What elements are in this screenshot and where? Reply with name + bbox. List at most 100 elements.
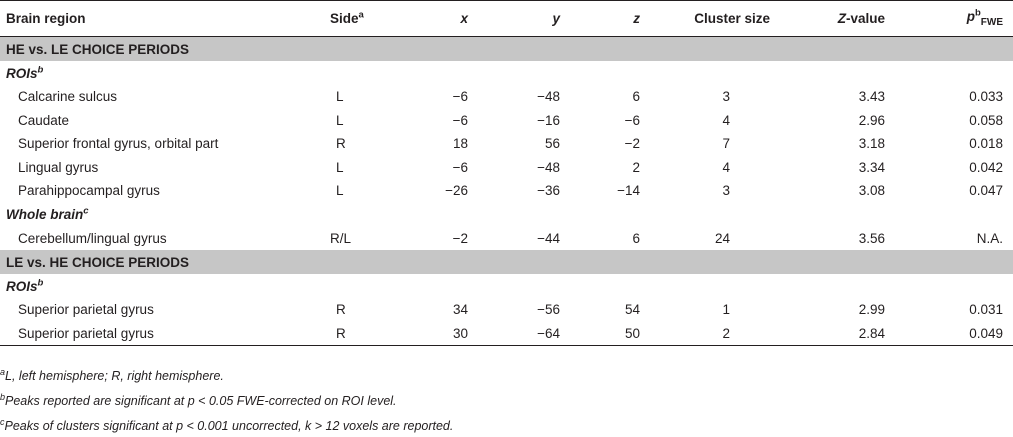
cell-p-fwe: 0.018 xyxy=(969,136,1003,152)
section-title: LE vs. HE CHOICE PERIODS xyxy=(0,250,1013,274)
cell-p-fwe: 0.042 xyxy=(969,159,1003,175)
cell-side: L xyxy=(336,112,344,128)
header-region: Brain region xyxy=(0,0,330,37)
cell-z-value: 3.43 xyxy=(858,89,885,105)
results-table: Brain region Sidea x y z Cluster size Z-… xyxy=(0,0,1013,346)
header-y: y xyxy=(480,0,580,37)
header-x: x xyxy=(390,0,480,37)
group-header-row: ROIsb xyxy=(0,61,1013,85)
cell-cluster-size: 7 xyxy=(722,136,730,152)
cell-z: −2 xyxy=(624,136,640,152)
group-label-text: Whole brain xyxy=(6,207,84,222)
header-cluster-size: Cluster size xyxy=(670,0,780,37)
group-label: ROIsb xyxy=(0,274,1013,298)
group-label: Whole brainc xyxy=(0,203,1013,227)
cell-region: Parahippocampal gyrus xyxy=(18,183,160,199)
cell-y: −48 xyxy=(537,89,560,105)
cell-cluster-size: 1 xyxy=(722,302,730,318)
table-row: Calcarine sulcus L −6 −48 6 3 3.43 0.033 xyxy=(0,85,1013,109)
cell-cluster-size: 4 xyxy=(722,112,730,128)
group-label: ROIsb xyxy=(0,61,1013,85)
footnote-a: aL, left hemisphere; R, right hemisphere… xyxy=(0,367,224,384)
footnotes: aL, left hemisphere; R, right hemisphere… xyxy=(0,362,453,437)
cell-cluster-size: 3 xyxy=(722,89,730,105)
cell-y: 56 xyxy=(544,136,560,152)
group-label-text: ROIs xyxy=(6,65,38,81)
cell-cluster-size: 3 xyxy=(722,183,730,199)
cell-y: −48 xyxy=(537,159,560,175)
cell-region: Lingual gyrus xyxy=(18,159,99,175)
footnote-c: cPeaks of clusters significant at p < 0.… xyxy=(0,417,454,434)
cell-x: 34 xyxy=(452,302,468,318)
cell-x: −6 xyxy=(452,89,468,105)
cell-z: 50 xyxy=(580,321,670,346)
header-side: Sidea xyxy=(330,0,390,37)
group-label-sup: c xyxy=(83,205,89,217)
cell-x: −6 xyxy=(452,112,468,128)
table-row: Parahippocampal gyrus L −26 −36 −14 3 3.08 0.04… xyxy=(0,179,1013,203)
cell-z-value: 2.84 xyxy=(780,321,905,346)
cell-cluster-size: 2 xyxy=(670,321,780,346)
cell-p-fwe: 0.033 xyxy=(969,89,1003,105)
section-header-row: LE vs. HE CHOICE PERIODS xyxy=(0,250,1013,274)
table-row: Lingual gyrus L −6 −48 2 4 3.34 0.042 xyxy=(0,156,1013,180)
cell-side: R xyxy=(336,302,346,318)
cell-cluster-size: 24 xyxy=(714,230,730,246)
cell-region: Caudate xyxy=(18,112,70,128)
table-body: HE vs. LE CHOICE PERIODS ROIsb Calcarine s… xyxy=(0,36,1013,346)
cell-z: 6 xyxy=(632,89,640,105)
cell-y: −16 xyxy=(537,112,560,128)
group-label-sup: b xyxy=(37,64,44,75)
cell-z: −14 xyxy=(617,183,640,199)
section-header-row: HE vs. LE CHOICE PERIODS xyxy=(0,36,1013,61)
cell-z: −6 xyxy=(624,112,640,128)
group-header-row: Whole brainc xyxy=(0,203,1013,227)
header-z: z xyxy=(580,0,670,37)
cell-p-fwe: 0.058 xyxy=(969,112,1003,128)
cell-y: −56 xyxy=(537,302,560,318)
table-row: Superior parietal gyrus R 34 −56 54 1 2.99 0.03… xyxy=(0,298,1013,322)
cell-z: 54 xyxy=(624,302,640,318)
cell-z: 2 xyxy=(632,159,640,175)
cell-z-value: 3.08 xyxy=(858,183,885,199)
cell-y: −64 xyxy=(480,321,580,346)
cell-region: Superior frontal gyrus, orbital part xyxy=(18,136,219,152)
cell-p-fwe: N.A. xyxy=(976,230,1003,246)
cell-z-value: 2.99 xyxy=(858,302,885,318)
cell-x: 30 xyxy=(390,321,480,346)
cell-x: −2 xyxy=(452,230,468,246)
header-p-fwe: pbFWE xyxy=(905,0,1013,37)
cell-region: Cerebellum/lingual gyrus xyxy=(18,230,167,246)
cell-z-value: 3.34 xyxy=(858,159,885,175)
cell-region: Superior parietal gyrus xyxy=(0,321,330,346)
header-row: Brain region Sidea x y z Cluster size Z-… xyxy=(0,0,1013,37)
cell-side: L xyxy=(336,183,344,199)
cell-region: Calcarine sulcus xyxy=(18,89,118,105)
cell-y: −44 xyxy=(537,230,560,246)
cell-p-fwe: 0.049 xyxy=(905,321,1013,346)
cell-side: R/L xyxy=(330,230,352,246)
group-label-sup: b xyxy=(37,277,44,288)
cell-x: −26 xyxy=(445,183,468,199)
cell-y: −36 xyxy=(537,183,560,199)
cell-z-value: 2.96 xyxy=(858,112,885,128)
cell-region: Superior parietal gyrus xyxy=(18,302,154,318)
section-title: HE vs. LE CHOICE PERIODS xyxy=(0,36,1013,61)
footnote-b: bPeaks reported are significant at p < 0… xyxy=(0,392,397,409)
table-row: Cerebellum/lingual gyrus R/L −2 −44 6 24 3.56 N… xyxy=(0,227,1013,251)
table-row: Superior parietal gyrus R 30 −64 50 2 2.84 0.04… xyxy=(0,321,1013,346)
cell-side: R xyxy=(330,321,390,346)
group-label-text: ROIs xyxy=(6,278,38,294)
header-z-value: Z-value xyxy=(780,0,905,37)
cell-cluster-size: 4 xyxy=(722,159,730,175)
cell-z: 6 xyxy=(632,230,640,246)
cell-p-fwe: 0.047 xyxy=(969,183,1003,199)
cell-z-value: 3.18 xyxy=(858,136,885,152)
cell-x: −6 xyxy=(452,159,468,175)
group-header-row: ROIsb xyxy=(0,274,1013,298)
table-row: Caudate L −6 −16 −6 4 2.96 0.058 xyxy=(0,109,1013,133)
cell-side: L xyxy=(336,89,344,105)
cell-z-value: 3.56 xyxy=(858,230,885,246)
table-row: Superior frontal gyrus, orbital part R 18 5… xyxy=(0,132,1013,156)
